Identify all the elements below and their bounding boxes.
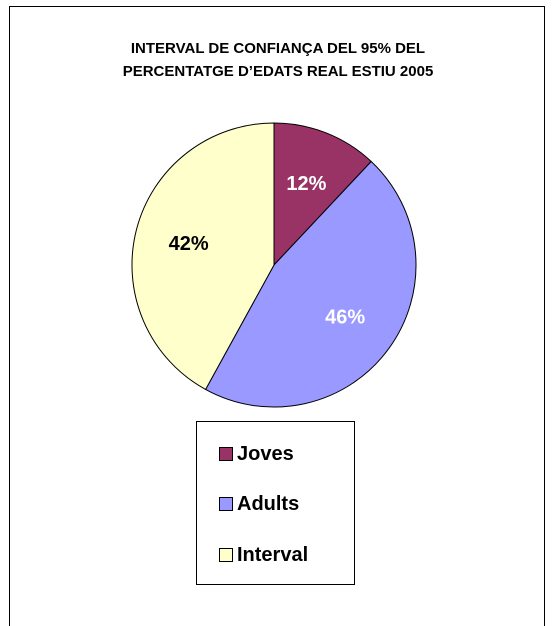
chart-title-line-1: INTERVAL DE CONFIANÇA DEL 95% DEL — [130, 40, 426, 57]
data-label-adults: 46% — [325, 307, 365, 329]
pie-slice-interval — [131, 122, 275, 391]
data-label-interval: 42% — [169, 233, 209, 255]
legend-item-interval: Interval — [219, 543, 308, 567]
chart-title: INTERVAL DE CONFIANÇA DEL 95% DEL PERCEN… — [10, 37, 546, 83]
legend-item-joves: Joves — [219, 442, 294, 466]
legend-label-adults: Adults — [237, 492, 300, 515]
legend-label-interval: Interval — [237, 543, 309, 566]
data-label-joves: 12% — [286, 173, 326, 195]
legend: Joves Adults Interval — [196, 421, 355, 585]
pie-slice-joves — [273, 122, 372, 267]
legend-swatch-interval — [219, 548, 233, 562]
legend-swatch-adults — [219, 497, 233, 511]
legend-swatch-joves — [219, 447, 233, 461]
legend-label-joves: Joves — [237, 442, 294, 465]
chart-area: INTERVAL DE CONFIANÇA DEL 95% DEL PERCEN… — [9, 6, 545, 626]
legend-item-adults: Adults — [219, 492, 299, 516]
chart-title-line-2: PERCENTATGE D’EDATS REAL ESTIU 2005 — [122, 63, 434, 80]
pie-slice-adults — [204, 160, 417, 408]
pie-chart: 12% 46% 42% — [131, 122, 417, 408]
